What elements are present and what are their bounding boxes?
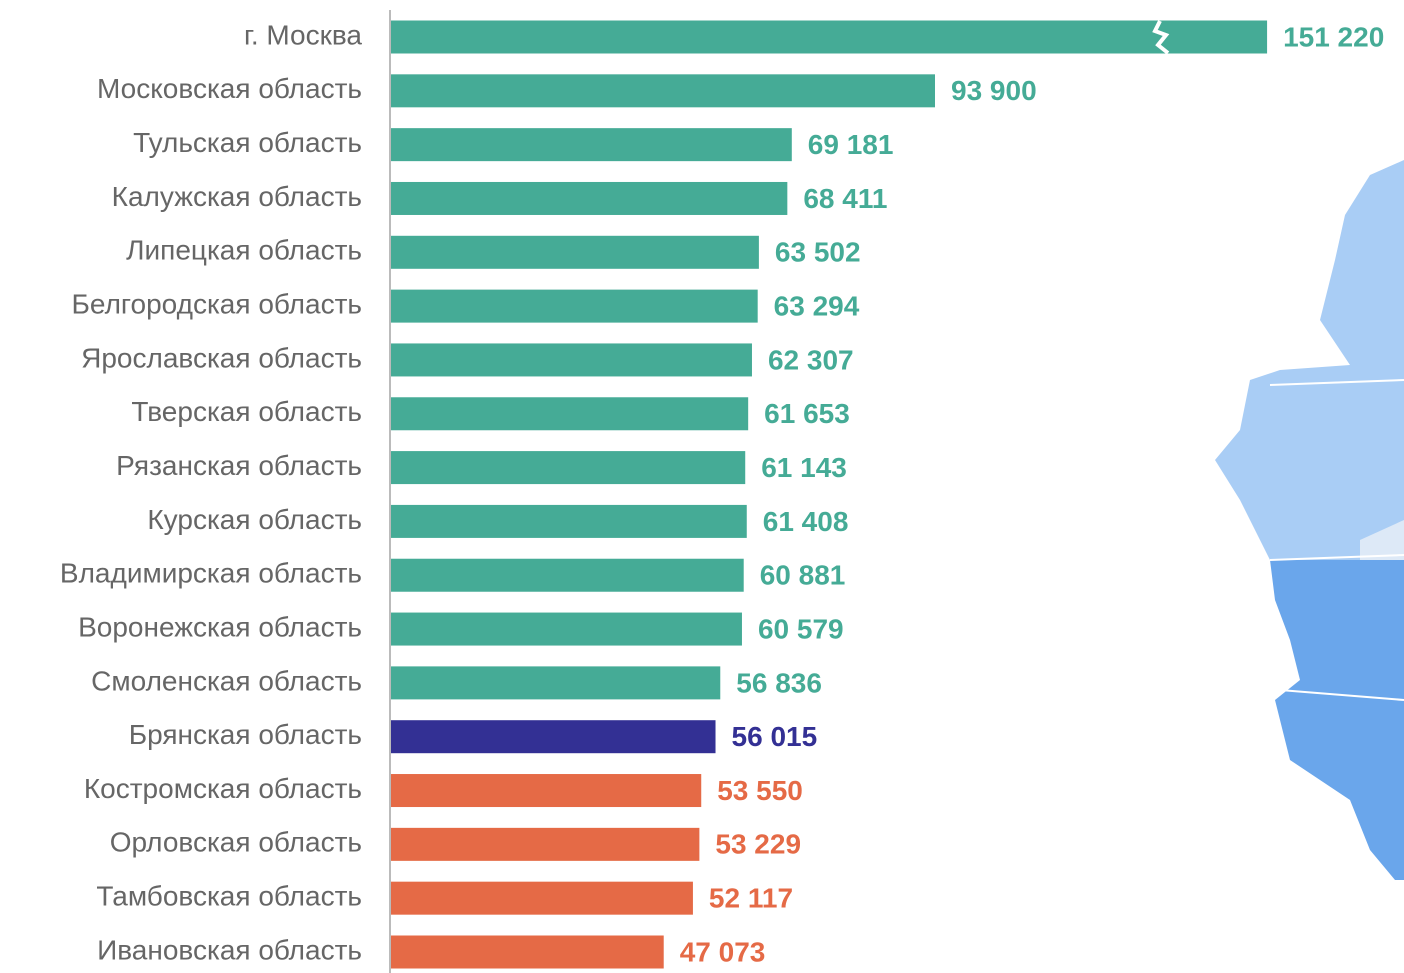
bar	[391, 74, 935, 108]
bar	[391, 881, 693, 915]
value-label: 52 117	[709, 883, 793, 914]
value-label: 151 220	[1283, 21, 1384, 52]
bar	[391, 612, 742, 646]
value-label: 68 411	[803, 183, 887, 214]
bar	[391, 666, 721, 700]
category-label: Курская область	[147, 504, 362, 535]
category-label: Орловская область	[110, 827, 362, 858]
category-label: Ярославская область	[81, 342, 362, 373]
bar	[391, 289, 758, 323]
bar	[391, 558, 744, 592]
category-label: г. Москва	[244, 19, 362, 50]
bar	[391, 504, 747, 538]
value-label: 53 550	[717, 775, 803, 806]
category-label: Московская область	[97, 73, 362, 104]
category-label: Рязанская область	[116, 450, 362, 481]
value-label: 60 579	[758, 613, 844, 644]
bar	[391, 181, 788, 215]
value-label: 93 900	[951, 75, 1037, 106]
category-label: Брянская область	[129, 719, 362, 750]
category-label: Калужская область	[112, 181, 362, 212]
value-label: 69 181	[808, 129, 894, 160]
bar	[391, 720, 716, 754]
bar	[391, 774, 702, 808]
category-label: Владимирская область	[60, 558, 362, 589]
value-label: 61 143	[761, 452, 847, 483]
category-label: Смоленская область	[91, 665, 362, 696]
value-label: 60 881	[760, 560, 846, 591]
category-label: Тамбовская область	[96, 881, 362, 912]
value-label: 63 502	[775, 237, 861, 268]
bar	[391, 827, 700, 861]
axis-break	[1152, 20, 1170, 55]
bar	[391, 20, 1268, 54]
bar	[391, 343, 752, 377]
bar	[391, 128, 792, 162]
category-label: Белгородская область	[72, 289, 362, 320]
bar	[391, 451, 746, 485]
category-label: Костромская область	[84, 773, 362, 804]
category-label: Тверская область	[131, 396, 362, 427]
bar	[391, 235, 759, 269]
category-label: Воронежская область	[78, 611, 362, 642]
value-label: 56 836	[736, 667, 822, 698]
category-label: Липецкая область	[126, 235, 362, 266]
category-label: Тульская область	[133, 127, 362, 158]
bar	[391, 397, 749, 431]
bar	[391, 935, 664, 969]
value-label: 56 015	[732, 721, 818, 752]
category-label: Ивановская область	[97, 934, 362, 965]
value-label: 62 307	[768, 344, 854, 375]
value-label: 47 073	[680, 936, 766, 967]
value-label: 53 229	[715, 829, 801, 860]
value-label: 63 294	[774, 291, 860, 322]
value-label: 61 653	[764, 398, 850, 429]
map-decoration	[1215, 160, 1404, 880]
value-label: 61 408	[763, 506, 849, 537]
